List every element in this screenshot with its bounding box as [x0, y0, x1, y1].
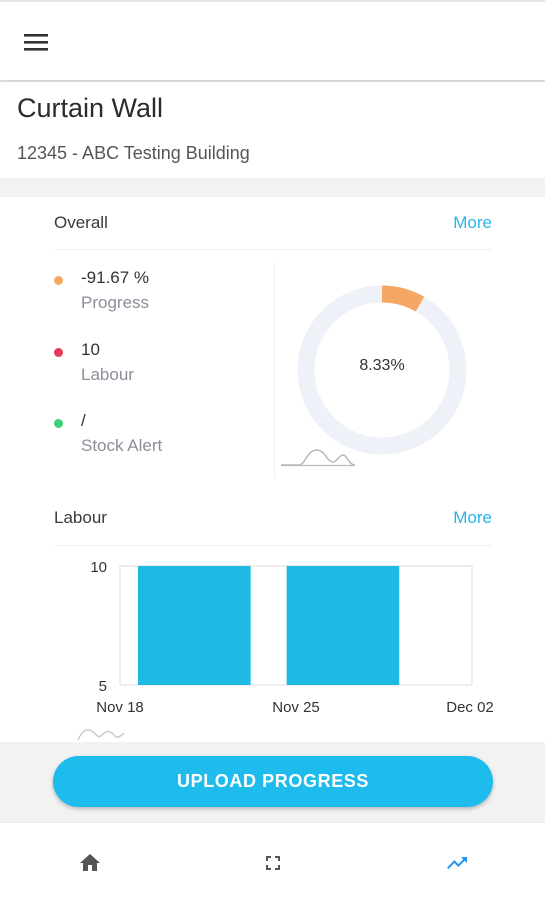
bottom-navigation — [0, 822, 545, 900]
chart-scroll-icon — [77, 729, 125, 741]
progress-label: Progress — [81, 293, 150, 312]
labour-divider — [54, 545, 492, 546]
labour-bar — [286, 566, 400, 685]
app-bar — [0, 0, 545, 80]
labour-title: Labour — [54, 508, 107, 527]
y-tick-label: 10 — [90, 559, 107, 576]
y-tick-label: 5 — [99, 678, 107, 695]
legend-item-labour: 10 Labour — [54, 340, 264, 390]
stock-alert-label: Stock Alert — [81, 436, 163, 455]
nav-scan-button[interactable] — [253, 843, 293, 883]
progress-value: -91.67 % — [81, 268, 150, 287]
labour-more-link[interactable]: More — [453, 508, 492, 527]
overall-more-link[interactable]: More — [453, 213, 492, 232]
x-tick-label: Nov 25 — [272, 699, 320, 716]
nav-home-button[interactable] — [70, 843, 110, 883]
labour-bar-chart: 10 5 Nov 18 Nov 25 Dec 02 — [90, 559, 494, 716]
overall-vertical-divider — [274, 263, 275, 479]
fullscreen-icon — [266, 856, 280, 870]
x-tick-label: Dec 02 — [446, 699, 494, 716]
stock-alert-dot — [54, 419, 63, 428]
legend-item-progress: -91.67 % Progress — [54, 268, 264, 318]
progress-donut-chart — [297, 285, 467, 455]
nav-stats-button[interactable] — [437, 843, 477, 883]
action-area: UPLOAD PROGRESS — [0, 742, 545, 822]
upload-progress-button[interactable]: UPLOAD PROGRESS — [53, 756, 493, 807]
labour-bar — [138, 566, 251, 685]
labour-dot — [54, 348, 63, 357]
stock-alert-value: / — [81, 411, 86, 430]
donut-center-label: 8.33% — [359, 357, 405, 374]
page-title: Curtain Wall — [17, 93, 164, 123]
labour-label: Labour — [81, 365, 134, 384]
progress-dot — [54, 276, 63, 285]
overall-title: Overall — [54, 213, 108, 232]
page-header: Curtain Wall 12345 - ABC Testing Buildin… — [0, 82, 545, 178]
home-icon — [80, 854, 100, 871]
labour-value: 10 — [81, 340, 100, 359]
legend-item-stock-alert: / Stock Alert — [54, 411, 264, 461]
project-name: 12345 - ABC Testing Building — [17, 143, 250, 163]
overall-divider — [54, 249, 492, 250]
chart-loading-icon — [281, 449, 356, 467]
x-tick-label: Nov 18 — [96, 699, 144, 716]
trending-up-icon — [447, 857, 467, 869]
menu-button[interactable] — [18, 24, 58, 60]
donut-progress-arc — [381, 285, 425, 312]
dashboard-card: Overall More -91.67 % Progress 10 Labour… — [0, 197, 545, 742]
hamburger-menu-icon — [24, 34, 48, 51]
